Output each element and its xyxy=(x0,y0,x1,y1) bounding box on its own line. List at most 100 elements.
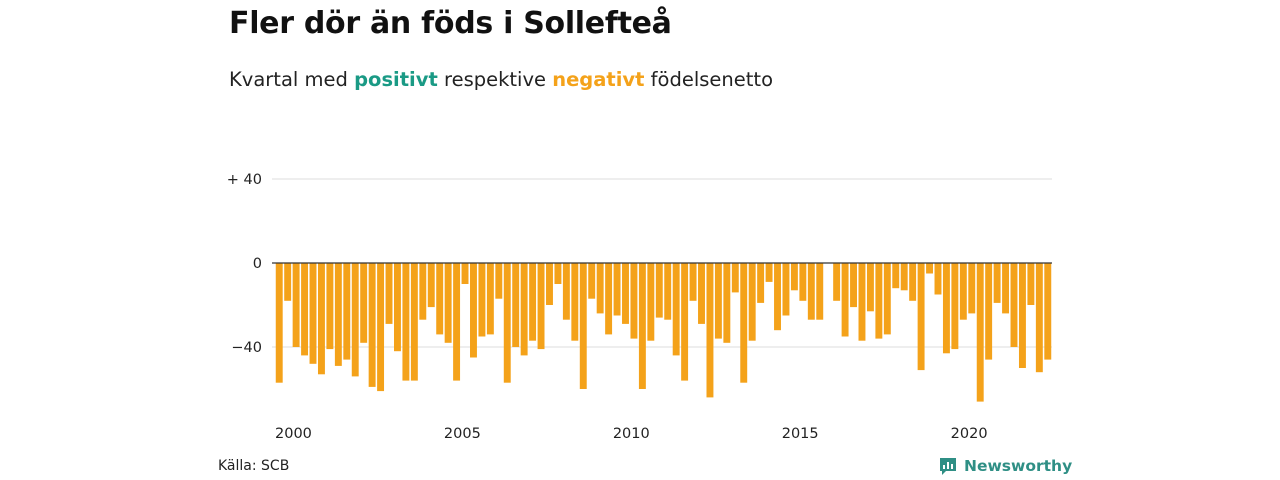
bar xyxy=(672,263,680,356)
bar xyxy=(622,263,629,324)
bar xyxy=(394,263,401,352)
bar xyxy=(774,263,781,331)
source-note: Källa: SCB xyxy=(218,458,290,474)
bar xyxy=(765,263,773,282)
bar xyxy=(605,263,613,335)
bar xyxy=(419,263,427,320)
bar xyxy=(410,263,418,381)
bar xyxy=(571,263,579,341)
bars-layer xyxy=(275,263,1052,402)
y-tick-label: −40 xyxy=(231,340,262,356)
bar xyxy=(968,263,976,314)
bar xyxy=(647,263,655,341)
bar xyxy=(841,263,849,337)
bar xyxy=(377,263,385,392)
bar xyxy=(503,263,511,383)
bar xyxy=(461,263,469,284)
bar xyxy=(275,263,283,383)
bar xyxy=(436,263,444,335)
bar xyxy=(292,263,300,347)
bar xyxy=(748,263,756,341)
bar xyxy=(689,263,697,301)
bar xyxy=(351,263,359,377)
bar xyxy=(892,263,900,289)
bar xyxy=(334,263,342,366)
bar xyxy=(579,263,587,389)
bar xyxy=(934,263,942,295)
x-tick-label: 2020 xyxy=(951,426,988,442)
bar xyxy=(917,263,925,371)
bar xyxy=(706,263,714,398)
bar xyxy=(402,263,410,381)
bar xyxy=(554,263,562,284)
labels-layer: + 40 0 −40 2000 2005 2010 2015 2020 xyxy=(227,172,988,442)
subtitle-middle: respektive xyxy=(443,68,546,91)
bar xyxy=(740,263,748,383)
subtitle-positive-word: positivt xyxy=(354,68,438,91)
bar xyxy=(309,263,317,364)
bar xyxy=(486,263,494,335)
bar xyxy=(664,263,672,320)
bar xyxy=(301,263,309,356)
x-tick-label: 2005 xyxy=(444,426,481,442)
bar xyxy=(588,263,596,299)
chart-title: Fler dör än föds i Sollefteå xyxy=(229,6,672,41)
bar xyxy=(444,263,452,343)
bar xyxy=(512,263,520,347)
bar xyxy=(453,263,461,381)
y-tick-label: 0 xyxy=(253,256,262,272)
bar xyxy=(630,263,638,339)
bar xyxy=(1002,263,1010,314)
newsworthy-logo-icon xyxy=(940,458,956,475)
bar xyxy=(385,263,393,324)
bar xyxy=(343,263,351,360)
chart-subtitle: Kvartal med positivt respektive negativt… xyxy=(229,68,773,91)
x-tick-label: 2000 xyxy=(275,426,312,442)
bar xyxy=(520,263,528,356)
bar xyxy=(478,263,486,337)
bar xyxy=(833,263,841,301)
subtitle-prefix: Kvartal med xyxy=(229,68,348,91)
bar xyxy=(782,263,790,316)
subtitle-negative-word: negativt xyxy=(552,68,645,91)
brand: Newsworthy xyxy=(938,456,1072,476)
bar xyxy=(985,263,993,360)
bar xyxy=(368,263,376,387)
bar xyxy=(326,263,334,350)
bar xyxy=(562,263,570,320)
bar xyxy=(1018,263,1026,368)
bar xyxy=(360,263,368,343)
bar xyxy=(613,263,621,316)
bar xyxy=(926,263,934,274)
bar xyxy=(866,263,874,312)
bar xyxy=(1027,263,1035,305)
bar xyxy=(470,263,477,358)
bar xyxy=(537,263,545,350)
brand-name: Newsworthy xyxy=(964,457,1073,475)
bar xyxy=(317,263,325,375)
bar xyxy=(875,263,883,339)
y-tick-label: + 40 xyxy=(227,172,262,188)
bar xyxy=(655,263,663,318)
bar xyxy=(909,263,917,301)
bar xyxy=(807,263,815,320)
bar xyxy=(698,263,705,324)
bar xyxy=(731,263,739,293)
bar xyxy=(681,263,689,381)
x-tick-label: 2010 xyxy=(613,426,650,442)
bar xyxy=(1035,263,1043,373)
bar xyxy=(799,263,807,301)
bar xyxy=(993,263,1001,303)
bar xyxy=(427,263,435,308)
bar xyxy=(883,263,891,335)
x-tick-label: 2015 xyxy=(782,426,819,442)
bar xyxy=(1044,263,1052,360)
bar xyxy=(723,263,731,343)
bar xyxy=(942,263,950,354)
bar xyxy=(757,263,765,303)
bar xyxy=(951,263,959,350)
bar xyxy=(596,263,604,314)
bar xyxy=(714,263,722,339)
bar xyxy=(284,263,292,301)
